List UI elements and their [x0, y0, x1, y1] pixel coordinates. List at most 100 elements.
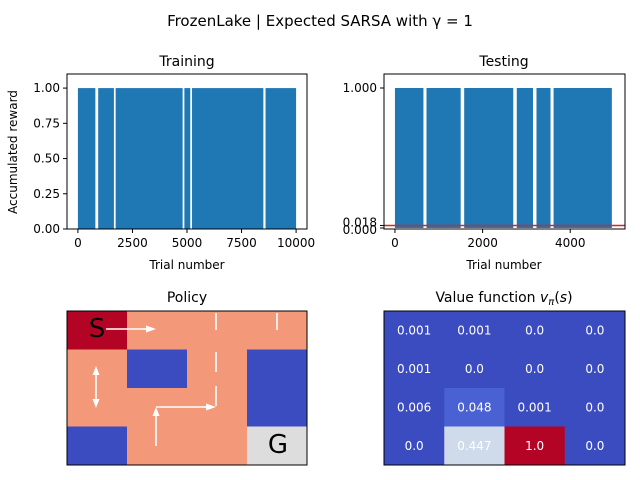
value-cell	[444, 311, 505, 350]
training-x-tick-label: 5000	[172, 236, 203, 250]
value-cell-label: 1.0	[525, 439, 544, 453]
testing-chart: Testing 0.0000.018 1.000 0 2000 4000 Trial …	[343, 54, 626, 272]
testing-x-tick-label: 2000	[467, 236, 498, 250]
testing-xlabel: Trial number	[465, 258, 541, 272]
training-x-tick-label: 0	[74, 236, 82, 250]
value-title: Value function vπ(s)	[435, 290, 572, 308]
value-frame	[383, 310, 626, 466]
policy-cell	[187, 426, 248, 466]
training-bar	[265, 88, 297, 229]
value-cell	[444, 388, 505, 427]
policy-arrow-head	[152, 407, 160, 416]
training-bar	[115, 88, 183, 229]
figure-suptitle: FrozenLake | Expected SARSA with γ = 1	[167, 12, 473, 30]
training-chart: Training 0.00 0.25 0.50 0.75 1.00 0 2500 5000 7…	[6, 54, 315, 272]
value-cell-label: 0.0	[585, 323, 604, 337]
policy-cell	[127, 426, 188, 466]
policy-cell	[67, 388, 128, 427]
value-cell-label: 0.001	[457, 323, 491, 337]
testing-x-tick-label: 0	[391, 236, 399, 250]
policy-goal-label: G	[268, 430, 288, 460]
training-y-ticks: 0.00 0.25 0.50 0.75 1.00	[33, 81, 67, 236]
value-cell-label: 0.0	[585, 362, 604, 376]
training-y-tick-label: 0.75	[33, 116, 60, 130]
training-ylabel: Accumulated reward	[6, 90, 20, 214]
training-frame	[66, 73, 308, 230]
testing-frame	[383, 73, 626, 230]
testing-y-tick-label: 0.018	[343, 215, 377, 229]
testing-bar	[516, 88, 533, 228]
training-bar	[77, 88, 96, 229]
value-cell-label: 0.0	[585, 439, 604, 453]
policy-cell	[127, 311, 188, 350]
testing-bars	[394, 88, 612, 228]
value-cell-label: 0.0	[405, 439, 424, 453]
value-cell	[504, 388, 566, 427]
testing-bar	[553, 88, 612, 228]
value-cell	[384, 388, 445, 427]
value-cell-label: 0.048	[457, 400, 491, 414]
policy-chart: Policy S G	[66, 290, 308, 466]
value-cell	[504, 311, 566, 350]
value-cell-label: 0.447	[457, 439, 491, 453]
training-xlabel: Trial number	[148, 258, 224, 272]
training-title: Training	[158, 54, 214, 70]
testing-bar	[464, 88, 514, 228]
training-x-tick-label: 2500	[117, 236, 148, 250]
training-x-tick-label: 7500	[226, 236, 257, 250]
testing-x-ticks: 0 2000 4000	[391, 229, 586, 250]
training-bar	[184, 88, 191, 229]
training-y-tick-label: 0.00	[33, 222, 60, 236]
testing-bar	[394, 88, 424, 228]
training-y-tick-label: 0.25	[33, 187, 60, 201]
value-cell-label: 0.0	[585, 400, 604, 414]
testing-bar	[426, 88, 461, 228]
value-cell	[564, 349, 626, 389]
value-cell	[564, 311, 626, 350]
policy-cell	[247, 388, 308, 427]
value-cell	[384, 349, 445, 389]
policy-arrow-head	[206, 403, 216, 411]
policy-arrow-head	[146, 325, 156, 333]
policy-cell	[67, 311, 128, 350]
value-cell	[504, 349, 566, 389]
value-cell	[384, 426, 445, 466]
policy-cell	[67, 349, 128, 389]
value-cell	[504, 426, 566, 466]
value-cell	[444, 426, 505, 466]
value-cells: 0.001 0.001 0.0 0.0 0.001 0.0 0.0 0.0 0.006 0.048…	[384, 311, 626, 466]
policy-frame	[66, 310, 308, 466]
value-cell	[384, 311, 445, 350]
value-cell-label: 0.001	[517, 400, 551, 414]
value-cell	[564, 388, 626, 427]
policy-arrows	[92, 313, 278, 446]
training-x-tick-label: 10000	[277, 236, 315, 250]
policy-arrow-head	[92, 399, 100, 408]
testing-y-tick-label: 1.000	[343, 81, 377, 95]
training-y-tick-label: 0.50	[33, 152, 60, 166]
value-cell-label: 0.006	[397, 400, 431, 414]
training-bar	[192, 88, 264, 229]
policy-cell	[187, 349, 248, 389]
training-y-tick-label: 1.00	[33, 81, 60, 95]
training-bar	[98, 88, 114, 229]
value-cell	[444, 349, 505, 389]
value-cell-label: 0.001	[397, 323, 431, 337]
policy-cell	[67, 426, 128, 466]
policy-cell	[247, 349, 308, 389]
testing-x-tick-label: 4000	[555, 236, 586, 250]
policy-title: Policy	[167, 290, 207, 306]
value-chart: Value function vπ(s) 0.001 0.001 0.0 0.00.0…	[383, 290, 626, 466]
policy-cell	[247, 426, 308, 466]
policy-start-label: S	[89, 314, 106, 344]
training-x-ticks: 0 2500 5000 7500 10000	[74, 229, 315, 250]
value-cell-label: 0.0	[465, 362, 484, 376]
training-bars	[77, 88, 297, 229]
value-cell-label: 0.0	[525, 362, 544, 376]
policy-cell	[127, 349, 188, 389]
value-cell-label: 0.0	[525, 323, 544, 337]
testing-bar	[536, 88, 551, 228]
policy-cells	[67, 311, 308, 466]
value-cell	[564, 426, 626, 466]
